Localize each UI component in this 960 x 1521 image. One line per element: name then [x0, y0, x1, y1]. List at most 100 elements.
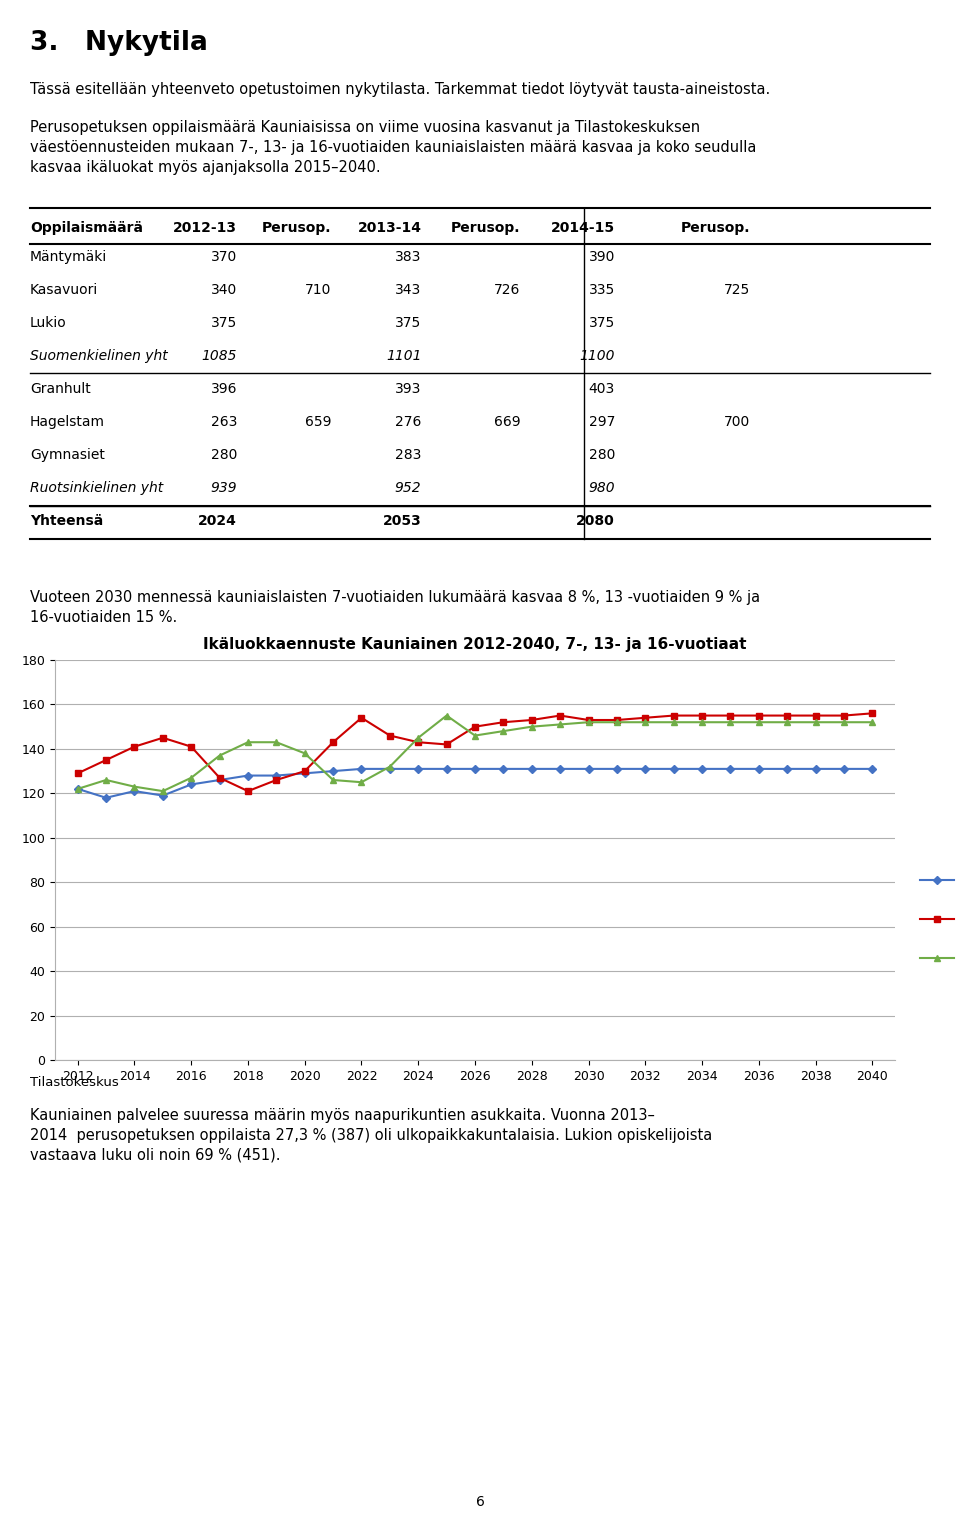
- 7: [72, 780, 84, 799]
- 16: [810, 713, 822, 732]
- Title: Ikäluokkaennuste Kauniainen 2012-2040, 7-, 13- ja 16-vuotiaat: Ikäluokkaennuste Kauniainen 2012-2040, 7…: [204, 637, 747, 653]
- Text: Suomenkielinen yht: Suomenkielinen yht: [30, 348, 168, 364]
- 7: [242, 767, 253, 785]
- Text: 1101: 1101: [386, 348, 421, 364]
- 7: [554, 760, 565, 779]
- 13: [101, 751, 112, 770]
- 13: [356, 709, 368, 727]
- Text: 725: 725: [724, 283, 750, 297]
- Text: 280: 280: [588, 449, 615, 462]
- 7: [356, 760, 368, 779]
- 7: [526, 760, 538, 779]
- Line: 16: 16: [74, 712, 876, 794]
- Text: 383: 383: [396, 249, 421, 263]
- 16: [639, 713, 651, 732]
- 13: [497, 713, 509, 732]
- Text: 375: 375: [396, 316, 421, 330]
- 7: [668, 760, 680, 779]
- Text: Hagelstam: Hagelstam: [30, 415, 105, 429]
- 13: [781, 706, 793, 724]
- Text: Tässä esitellään yhteenveto opetustoimen nykytilasta. Tarkemmat tiedot löytyvät : Tässä esitellään yhteenveto opetustoimen…: [30, 82, 770, 97]
- 16: [753, 713, 764, 732]
- Text: 393: 393: [396, 382, 421, 395]
- 16: [214, 747, 226, 765]
- 13: [72, 764, 84, 782]
- Text: Perusop.: Perusop.: [681, 221, 750, 234]
- 16: [384, 757, 396, 776]
- Text: 980: 980: [588, 481, 615, 494]
- Text: Perusop.: Perusop.: [262, 221, 331, 234]
- Legend: 7, 13, 16: 7, 13, 16: [914, 868, 960, 972]
- 13: [413, 733, 424, 751]
- 13: [554, 706, 565, 724]
- 16: [583, 713, 594, 732]
- 16: [668, 713, 680, 732]
- 13: [725, 706, 736, 724]
- Text: 1085: 1085: [202, 348, 237, 364]
- Text: 283: 283: [396, 449, 421, 462]
- 16: [72, 780, 84, 799]
- Text: 669: 669: [493, 415, 520, 429]
- Text: 3.  Nykytila: 3. Nykytila: [30, 30, 208, 56]
- 13: [583, 710, 594, 729]
- 7: [696, 760, 708, 779]
- 16: [356, 773, 368, 791]
- Text: 726: 726: [494, 283, 520, 297]
- Text: 280: 280: [210, 449, 237, 462]
- 13: [441, 735, 452, 753]
- 7: [441, 760, 452, 779]
- 16: [781, 713, 793, 732]
- 16: [441, 706, 452, 724]
- Text: 343: 343: [396, 283, 421, 297]
- Text: Lukio: Lukio: [30, 316, 67, 330]
- 7: [271, 767, 282, 785]
- 7: [384, 760, 396, 779]
- Line: 7: 7: [75, 767, 876, 800]
- 13: [867, 704, 878, 722]
- Text: 952: 952: [395, 481, 421, 494]
- Text: 2012-13: 2012-13: [173, 221, 237, 234]
- Text: Yhteensä: Yhteensä: [30, 514, 104, 528]
- Text: 2024: 2024: [198, 514, 237, 528]
- Text: Perusop.: Perusop.: [451, 221, 520, 234]
- 16: [185, 768, 197, 786]
- Text: 2014-15: 2014-15: [551, 221, 615, 234]
- 7: [157, 786, 169, 805]
- 13: [469, 718, 481, 736]
- 16: [497, 722, 509, 741]
- 13: [271, 771, 282, 789]
- Text: 700: 700: [724, 415, 750, 429]
- 13: [384, 727, 396, 745]
- 7: [327, 762, 339, 780]
- Text: 1100: 1100: [580, 348, 615, 364]
- 16: [157, 782, 169, 800]
- Text: 263: 263: [210, 415, 237, 429]
- 7: [867, 760, 878, 779]
- 16: [299, 744, 310, 762]
- 16: [612, 713, 623, 732]
- 7: [469, 760, 481, 779]
- 16: [554, 715, 565, 733]
- Text: 370: 370: [211, 249, 237, 263]
- Text: 340: 340: [211, 283, 237, 297]
- 13: [612, 710, 623, 729]
- 7: [299, 764, 310, 782]
- 7: [101, 789, 112, 808]
- 13: [753, 706, 764, 724]
- Text: 2053: 2053: [383, 514, 421, 528]
- Line: 13: 13: [75, 710, 876, 794]
- Text: 939: 939: [210, 481, 237, 494]
- 16: [725, 713, 736, 732]
- 13: [696, 706, 708, 724]
- Text: Mäntymäki: Mäntymäki: [30, 249, 108, 263]
- Text: Oppilaismäärä: Oppilaismäärä: [30, 221, 143, 234]
- 13: [810, 706, 822, 724]
- Text: Vuoteen 2030 mennessä kauniaislaisten 7-vuotiaiden lukumäärä kasvaa 8 %, 13 -vuo: Vuoteen 2030 mennessä kauniaislaisten 7-…: [30, 590, 760, 625]
- 16: [526, 718, 538, 736]
- Text: 396: 396: [210, 382, 237, 395]
- 7: [497, 760, 509, 779]
- Text: 710: 710: [305, 283, 331, 297]
- Text: Perusopetuksen oppilaismäärä Kauniaisissa on viime vuosina kasvanut ja Tilastoke: Perusopetuksen oppilaismäärä Kauniaisiss…: [30, 120, 756, 175]
- Text: 403: 403: [588, 382, 615, 395]
- 7: [413, 760, 424, 779]
